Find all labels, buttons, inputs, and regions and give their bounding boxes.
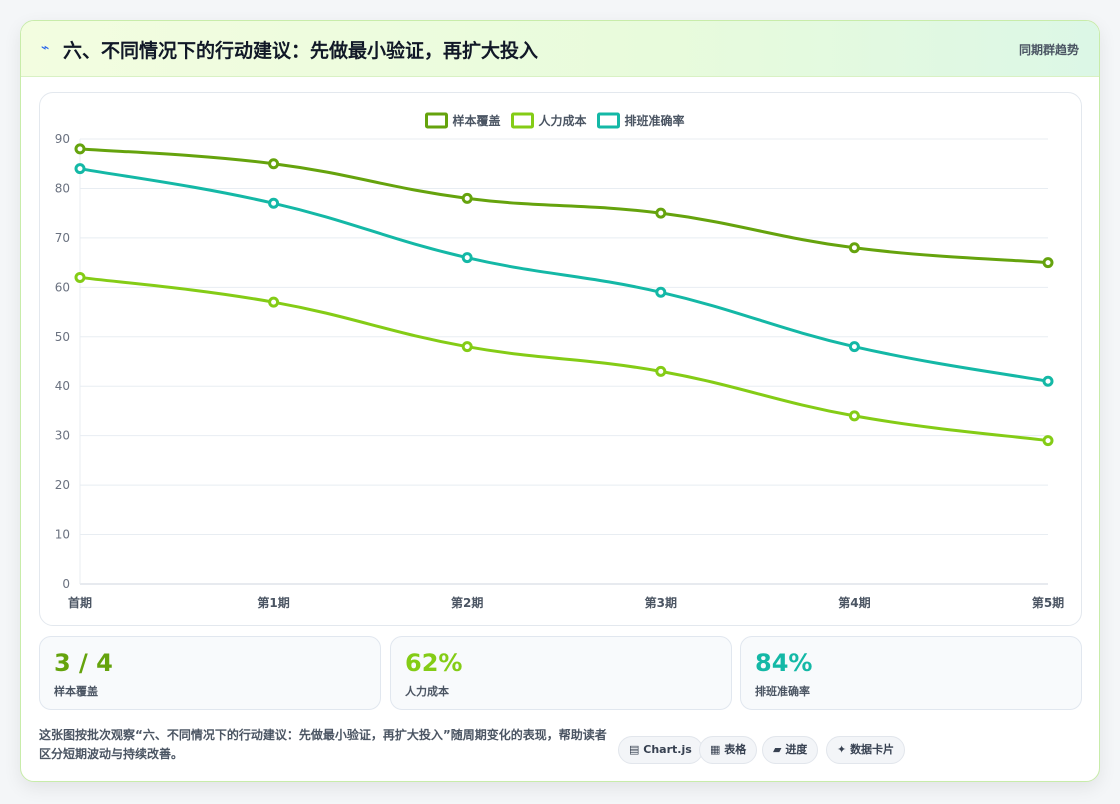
y-tick-label: 40 <box>55 379 70 393</box>
y-tick-label: 20 <box>55 478 70 492</box>
chart-card: ⌁ 六、不同情况下的行动建议：先做最小验证，再扩大投入 同期群趋势 0 10 20 3… <box>20 20 1100 782</box>
data-point <box>655 286 667 298</box>
data-point <box>1042 257 1054 269</box>
legend-swatch <box>425 112 448 129</box>
legend-label: 样本覆盖 <box>453 113 501 128</box>
chart-footnote: 这张图按批次观察“六、不同情况下的行动建议：先做最小验证，再扩大投入”随周期变化… <box>39 728 607 761</box>
line-chart: 0 10 20 30 40 50 60 70 80 90 首期 第1期 第2期 第3期 第4期 第5期 样本覆盖… <box>55 112 1064 610</box>
data-point <box>268 296 280 308</box>
legend-label: 排班准确率 <box>625 113 685 128</box>
pill-label: 数据卡片 <box>850 743 895 756</box>
y-tick-label: 60 <box>55 280 70 294</box>
series-line-2 <box>78 167 1050 383</box>
pill-progress[interactable]: ▰ 进度 <box>762 736 819 764</box>
x-tick-label: 第2期 <box>451 595 483 610</box>
pill-label: Chart.js <box>643 743 692 756</box>
legend-swatch <box>597 112 620 129</box>
stat-label: 人力成本 <box>405 685 449 698</box>
stat-value: 3 / 4 <box>54 649 113 677</box>
pulse-icon: ⌁ <box>41 40 50 56</box>
data-point <box>268 197 280 209</box>
stat-value: 62% <box>405 649 463 677</box>
page-title: 六、不同情况下的行动建议：先做最小验证，再扩大投入 <box>63 40 539 62</box>
y-tick-label: 0 <box>62 577 70 591</box>
data-point <box>848 410 860 422</box>
x-tick-label: 第1期 <box>257 595 289 610</box>
stat-value: 84% <box>755 649 813 677</box>
data-point <box>461 341 473 353</box>
data-point <box>655 207 667 219</box>
x-tick-label: 首期 <box>68 595 92 610</box>
chart-icon: ▤ <box>629 743 640 756</box>
data-point <box>1042 375 1054 387</box>
data-point <box>74 271 86 283</box>
card-header: ⌁ 六、不同情况下的行动建议：先做最小验证，再扩大投入 同期群趋势 <box>21 21 1099 77</box>
data-point <box>74 143 86 155</box>
data-point <box>655 365 667 377</box>
data-point <box>1042 435 1054 447</box>
y-tick-label: 30 <box>55 429 70 443</box>
stat-card-coverage: 3 / 4 样本覆盖 <box>39 636 381 710</box>
table-icon: ▦ <box>710 743 721 756</box>
data-point <box>268 158 280 170</box>
header-tag: 同期群趋势 <box>1018 43 1079 57</box>
legend-swatch <box>511 112 534 129</box>
data-point <box>848 242 860 254</box>
y-tick-label: 70 <box>55 231 70 245</box>
x-tick-label: 第3期 <box>645 595 677 610</box>
series-line-1 <box>78 275 1050 443</box>
pill-label: 表格 <box>724 743 747 756</box>
data-point <box>74 163 86 175</box>
x-tick-label: 第5期 <box>1032 595 1064 610</box>
pill-table[interactable]: ▦ 表格 <box>699 736 758 764</box>
data-point <box>848 341 860 353</box>
data-point <box>461 192 473 204</box>
stat-card-cost: 62% 人力成本 <box>390 636 732 710</box>
y-tick-label: 90 <box>55 132 70 146</box>
stat-label: 样本覆盖 <box>54 685 98 698</box>
stat-label: 排班准确率 <box>755 685 810 698</box>
y-tick-label: 80 <box>55 181 70 195</box>
y-tick-label: 10 <box>55 528 70 542</box>
stat-card-accuracy: 84% 排班准确率 <box>740 636 1082 710</box>
x-tick-label: 第4期 <box>838 595 870 610</box>
progress-icon: ▰ <box>773 743 782 756</box>
pill-label: 进度 <box>785 743 808 756</box>
series-line-0 <box>78 147 1050 265</box>
sparkle-icon: ✦ <box>837 743 847 756</box>
data-point <box>461 252 473 264</box>
pill-chartjs[interactable]: ▤ Chart.js <box>618 736 703 764</box>
legend-label: 人力成本 <box>539 113 587 128</box>
y-tick-label: 50 <box>55 330 70 344</box>
chart-panel: 0 10 20 30 40 50 60 70 80 90 首期 第1期 第2期 第3期 第4期 第5期 样本覆盖… <box>39 92 1082 626</box>
pill-data-card[interactable]: ✦ 数据卡片 <box>826 736 906 764</box>
